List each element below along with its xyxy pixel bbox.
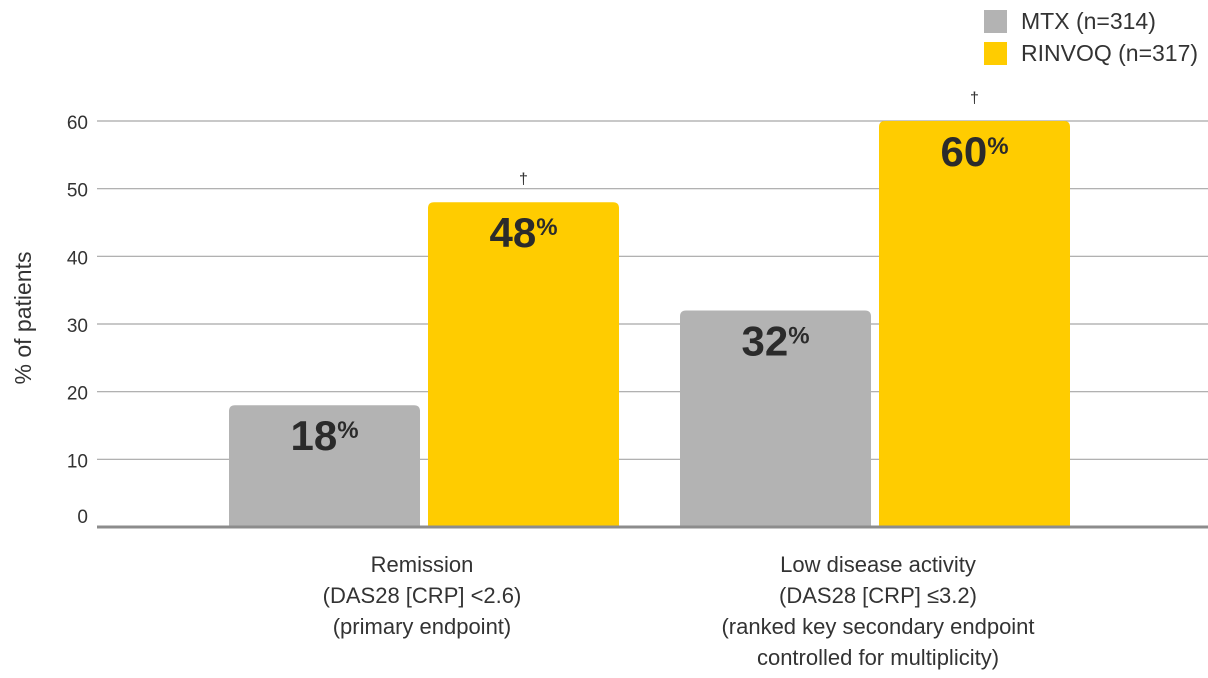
y-tick-label: 20 — [67, 384, 88, 405]
legend: MTX (n=314) RINVOQ (n=317) — [984, 8, 1198, 72]
category-label-line: Remission — [370, 552, 474, 577]
bar-value-label: 32% — [741, 317, 809, 364]
legend-label-rinvoq: RINVOQ (n=317) — [1021, 39, 1199, 66]
category-label-line: (ranked key secondary endpoint — [721, 614, 1035, 639]
category-label-low-disease-activity: Low disease activity (DAS28 [CRP] ≤3.2) … — [668, 549, 1088, 673]
y-tick-label: 50 — [67, 181, 88, 202]
legend-item-rinvoq: RINVOQ (n=317) — [984, 40, 1198, 66]
y-tick-label: 0 — [77, 507, 88, 528]
bar-value-label: 60% — [940, 128, 1008, 175]
bar — [229, 405, 420, 527]
category-label-remission: Remission (DAS28 [CRP] <2.6) (primary en… — [212, 549, 632, 642]
bars: 18% 32% 48% † 60% † — [229, 90, 1070, 527]
bar-value-label: 48% — [489, 209, 557, 256]
category-label-line: (DAS28 [CRP] ≤3.2) — [779, 583, 977, 608]
category-label-line: (DAS28 [CRP] <2.6) — [322, 583, 522, 608]
legend-swatch-rinvoq — [984, 41, 1007, 65]
category-label-line: Low disease activity — [780, 552, 976, 577]
y-axis-ticks: 0 10 20 30 40 50 60 — [67, 113, 88, 528]
y-tick-label: 60 — [67, 113, 88, 134]
significance-mark: † — [970, 90, 979, 107]
category-label-line: (primary endpoint) — [332, 614, 512, 639]
bar — [879, 121, 1070, 527]
y-tick-label: 40 — [67, 248, 88, 269]
category-label-line: controlled for multiplicity) — [756, 645, 1000, 670]
legend-swatch-mtx — [984, 9, 1007, 33]
bar-value-label: 18% — [290, 412, 358, 459]
y-tick-label: 30 — [67, 316, 88, 337]
legend-label-mtx: MTX (n=314) — [1021, 7, 1156, 34]
significance-mark: † — [519, 171, 528, 188]
y-tick-label: 10 — [67, 451, 88, 472]
bar — [428, 202, 619, 527]
legend-item-mtx: MTX (n=314) — [984, 8, 1198, 34]
bar — [680, 310, 871, 527]
y-axis-label: % of patients — [10, 252, 36, 385]
